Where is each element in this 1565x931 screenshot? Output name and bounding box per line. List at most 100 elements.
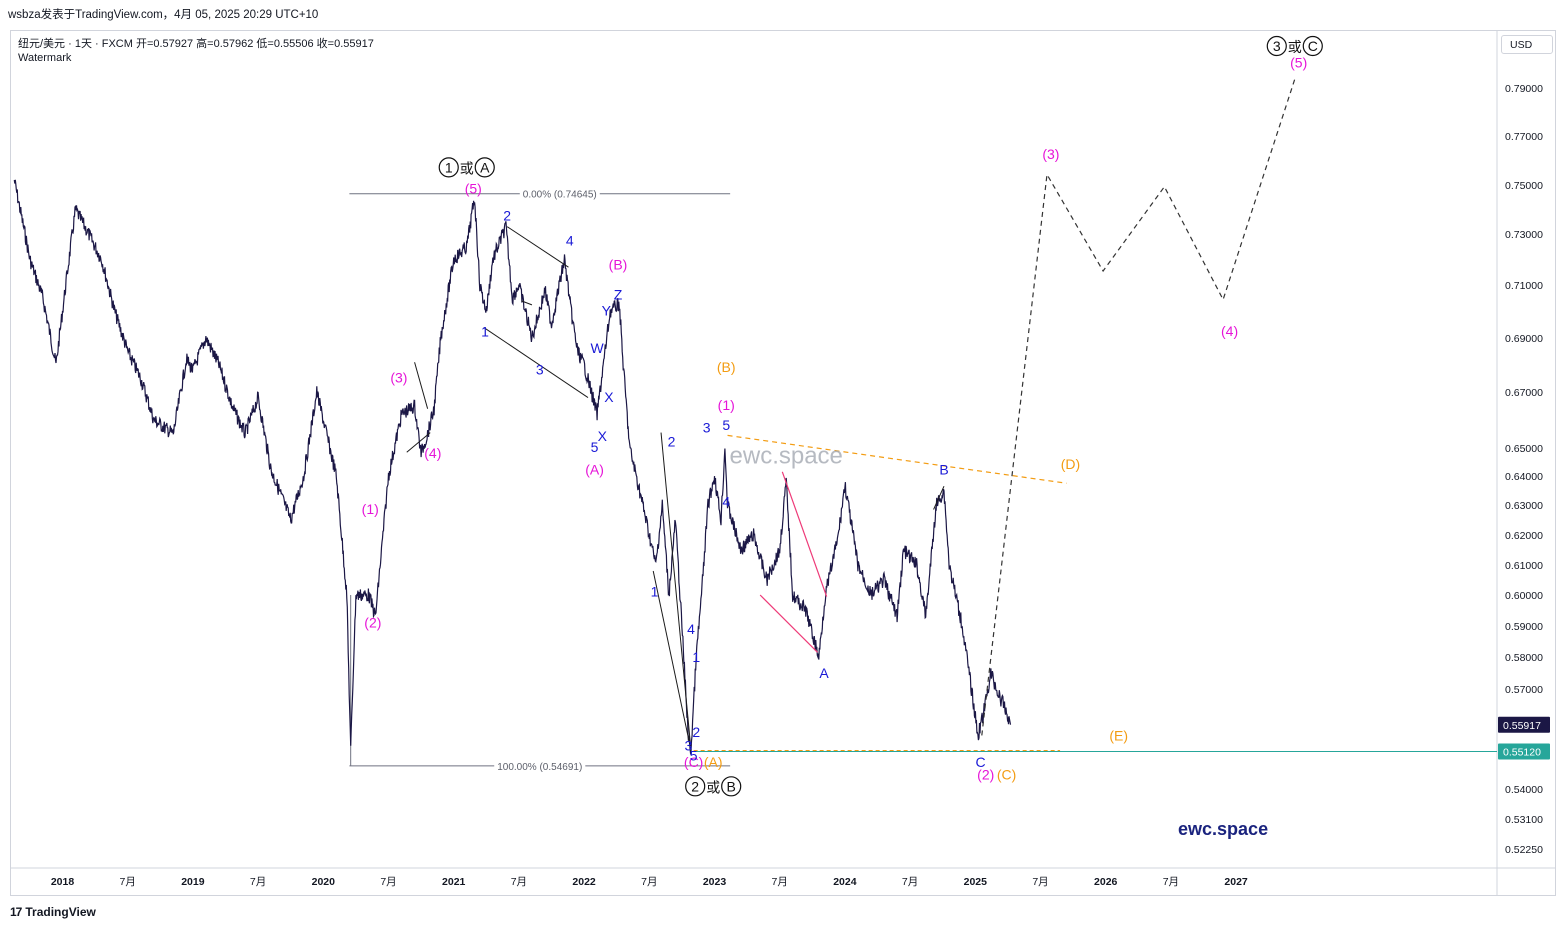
- time-tick-label: 2023: [703, 876, 727, 888]
- wave-label: (2): [364, 615, 381, 631]
- degree-circle-left: [1266, 35, 1287, 57]
- time-tick-label: 7月: [511, 876, 527, 888]
- degree-number: 1: [445, 159, 453, 175]
- wave-label: 1: [651, 584, 659, 600]
- time-tick-label: 7月: [902, 876, 918, 888]
- triangle-upper-line: [727, 434, 1067, 484]
- price-tick-label: 0.71000: [1505, 280, 1543, 292]
- price-tick-label: 0.75000: [1505, 180, 1543, 192]
- wave-label: (3): [1042, 146, 1059, 162]
- wave-label: (2): [977, 767, 994, 783]
- degree-circle-right: [474, 157, 495, 178]
- price-badges: 0.55917 0.55120: [1498, 716, 1550, 760]
- time-tick-label: 7月: [772, 876, 788, 888]
- degree-circle-left: [438, 157, 459, 178]
- price-tick-label: 0.79000: [1505, 83, 1543, 95]
- chart-frame: [10, 30, 1556, 896]
- wave-label: 4: [687, 621, 695, 637]
- degree-join: 或: [706, 779, 720, 795]
- tradingview-logo-icon: 17: [10, 905, 22, 919]
- price-badge-label: 0.55917: [1503, 720, 1541, 732]
- wave-channel-line: [506, 226, 569, 268]
- time-tick-label: 7月: [1163, 876, 1179, 888]
- price-tick-label: 0.62000: [1505, 530, 1543, 542]
- tradingview-logo[interactable]: 17 TradingView: [10, 905, 96, 919]
- degree-circle-left: [685, 776, 706, 797]
- wave-label: Z: [614, 287, 623, 303]
- wave-label: 5: [591, 439, 599, 455]
- degree-letter: C: [1308, 38, 1318, 54]
- wave-label: (D): [1061, 456, 1080, 472]
- degree-letter: A: [480, 159, 490, 175]
- wave-label: 3: [685, 737, 693, 753]
- price-badge-label: 0.55120: [1503, 746, 1541, 758]
- time-tick-label: 2026: [1094, 876, 1118, 888]
- wave-channel-line: [521, 300, 533, 306]
- time-tick-label: 2025: [964, 876, 988, 888]
- wave-label: B: [939, 462, 948, 478]
- price-tick-label: 0.53100: [1505, 814, 1543, 826]
- price-tick-label: 0.52250: [1505, 844, 1543, 856]
- wave-label: (B): [717, 359, 736, 375]
- wave-label: (5): [1290, 55, 1307, 71]
- fib-label-bg: [519, 189, 600, 201]
- wave-label: (1): [718, 397, 735, 413]
- degree-circle-right: [721, 776, 742, 797]
- wave-label: (4): [424, 445, 441, 461]
- fib-label-bg: [494, 761, 586, 773]
- wave-label: (B): [609, 257, 628, 273]
- support-level-line[interactable]: [693, 749, 1497, 752]
- price-badge: [1498, 716, 1550, 733]
- wave-label: (3): [390, 370, 407, 386]
- wave-label: 2: [692, 724, 700, 740]
- price-tick-label: 0.77000: [1505, 131, 1543, 143]
- wave-channel-line: [933, 485, 945, 510]
- wave-label: (C): [997, 767, 1016, 783]
- wave-label: (A): [704, 754, 723, 770]
- wave-label: (5): [465, 181, 482, 197]
- ewc-watermark: ewc.space: [730, 442, 843, 469]
- currency-button[interactable]: USD: [1501, 35, 1553, 54]
- wave-structure-lines[interactable]: [406, 226, 1067, 751]
- wave-channel-line: [660, 432, 692, 751]
- wave-label: (C): [684, 754, 703, 770]
- time-tick-label: 7月: [1032, 876, 1048, 888]
- price-tick-label: 0.58000: [1505, 652, 1543, 664]
- degree-letter: B: [727, 778, 736, 794]
- time-tick-label: 2027: [1224, 876, 1248, 888]
- wave-label: 4: [566, 232, 574, 248]
- price-axis[interactable]: 0.79000 0.77000 0.75000 0.73000 0.71000 0.690…: [1505, 83, 1543, 856]
- time-tick-label: 2022: [572, 876, 596, 888]
- time-tick-label: 7月: [250, 876, 266, 888]
- wave-labels: (5) (1) (2) (3) (4) (A) (B) (C) (1) (2) (3) (4) (5) (…: [362, 35, 1323, 839]
- time-axis[interactable]: 2018 7月 2019 7月 2020 7月 2021 7月 2022 7月 2023 7月 2024…: [51, 876, 1248, 888]
- wave-label: A: [819, 665, 829, 681]
- fibonacci-retracement[interactable]: 0.00% (0.74645) 100.00% (0.54691): [349, 189, 731, 773]
- price-tick-label: 0.57000: [1505, 684, 1543, 696]
- time-tick-label: 7月: [380, 876, 396, 888]
- price-tick-label: 0.60000: [1505, 590, 1543, 602]
- wave-channel-line: [652, 570, 692, 751]
- degree-join: 或: [460, 160, 474, 176]
- wave-label: 4: [722, 494, 730, 510]
- price-tick-label: 0.65000: [1505, 443, 1543, 455]
- wave-label: (4): [1221, 323, 1238, 339]
- publish-info: wsbza发表于TradingView.com，4月 05, 2025 20:2…: [8, 9, 319, 21]
- wave-label: (E): [1109, 727, 1128, 743]
- wave-channel-line: [414, 362, 429, 409]
- wave-channel-line: [483, 326, 589, 399]
- projected-wave-path: [981, 78, 1296, 736]
- wave-label: 3: [703, 420, 711, 436]
- wave-label: 2: [503, 208, 511, 224]
- fib-level-label: 0.00% (0.74645): [523, 190, 597, 201]
- watermark-legend: Watermark: [18, 52, 72, 64]
- wedge-line: [759, 594, 818, 653]
- projection-path[interactable]: [981, 78, 1296, 736]
- wave-label: 5: [690, 748, 698, 764]
- price-tick-label: 0.73000: [1505, 229, 1543, 241]
